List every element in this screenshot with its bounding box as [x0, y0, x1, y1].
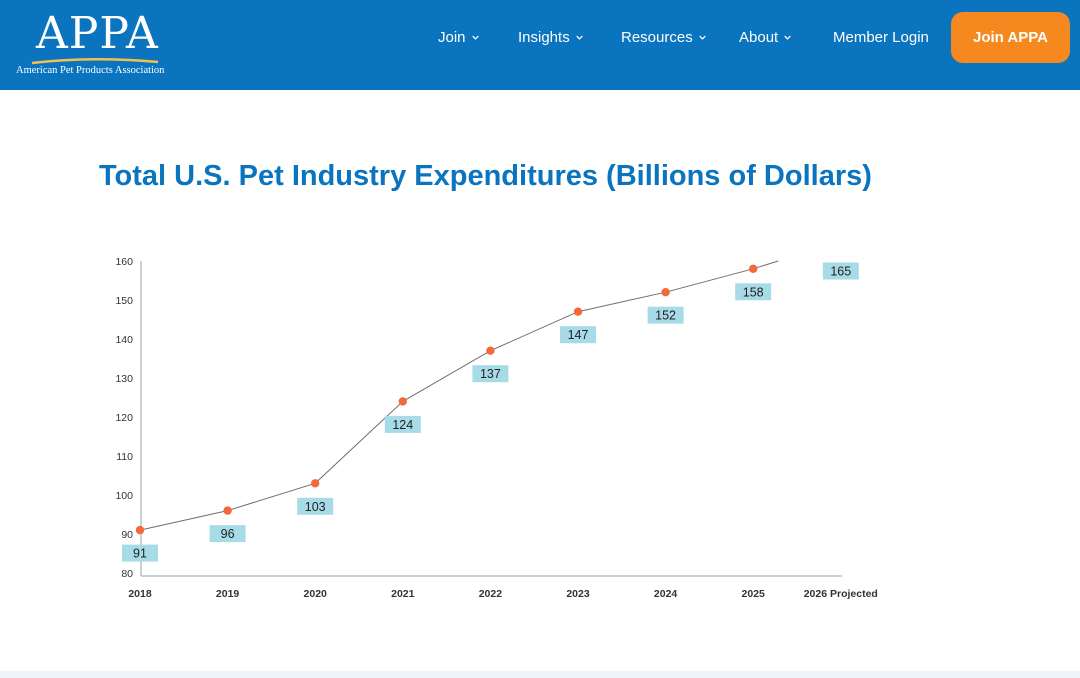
expenditures-line-chart: 80 90 100 110 120 130 140 150 160 2018 2019 2020 202… [115, 256, 878, 600]
x-tick-label: 2023 [566, 588, 590, 600]
chevron-down-icon [471, 35, 479, 40]
data-label-box [822, 262, 859, 280]
nav-insights[interactable]: Insights [518, 29, 583, 46]
nav-resources-label: Resources [621, 29, 693, 46]
data-label-box [297, 497, 334, 515]
data-label-box [122, 544, 158, 562]
data-point [661, 288, 670, 297]
y-tick-label: 90 [121, 529, 133, 541]
data-point [573, 307, 583, 316]
chevron-down-icon [784, 35, 791, 40]
logo-subtitle: American Pet Products Association [16, 65, 165, 76]
page-title: Total U.S. Pet Industry Expenditures (Bi… [99, 160, 872, 192]
logo-wordmark: APPA [36, 8, 159, 59]
data-label: 158 [743, 285, 764, 299]
y-tick-label: 150 [115, 295, 133, 307]
nav-insights-label: Insights [518, 29, 570, 46]
y-tick-label: 130 [115, 373, 133, 385]
series-line [139, 260, 779, 531]
x-tick-label: 2026 Projected [804, 588, 878, 600]
logo-swoosh-icon [31, 58, 159, 65]
nav-member-login[interactable]: Member Login [833, 29, 929, 46]
data-label-box [384, 415, 421, 433]
data-label: 103 [305, 500, 326, 514]
x-tick-label: 2024 [654, 588, 678, 600]
data-point [398, 397, 407, 406]
data-label: 124 [392, 418, 413, 432]
y-tick-label: 80 [121, 568, 133, 580]
nav-join[interactable]: Join [438, 29, 479, 46]
x-tick-label: 2022 [479, 588, 503, 600]
y-tick-label: 110 [116, 451, 133, 463]
y-tick-label: 100 [115, 490, 133, 502]
nav-about[interactable]: About [739, 29, 791, 46]
data-label-box [735, 283, 772, 301]
site-header: APPA American Pet Products Association J… [0, 0, 1080, 90]
data-label-box [647, 306, 684, 324]
appa-logo[interactable]: APPA American Pet Products Association [14, 12, 184, 78]
data-point [749, 264, 758, 273]
x-tick-label: 2018 [128, 588, 152, 600]
data-point [223, 506, 232, 515]
data-label-box [209, 525, 246, 543]
y-tick-label: 140 [115, 334, 133, 346]
data-point [311, 479, 320, 488]
nav-member-login-label: Member Login [833, 29, 929, 46]
data-label: 137 [480, 367, 501, 381]
data-label: 91 [133, 547, 147, 561]
chevron-down-icon [575, 35, 583, 40]
data-point [486, 346, 495, 355]
data-label: 165 [830, 265, 851, 279]
data-label: 147 [568, 328, 589, 342]
join-appa-button[interactable]: Join APPA [951, 12, 1070, 63]
y-tick-label: 120 [115, 412, 133, 424]
data-point [135, 525, 145, 535]
x-tick-label: 2020 [304, 588, 328, 600]
chevron-down-icon [698, 35, 706, 40]
data-label-box [560, 326, 596, 344]
data-label-box [472, 365, 509, 383]
y-tick-label: 160 [115, 256, 133, 268]
nav-join-label: Join [438, 29, 466, 46]
x-tick-label: 2019 [216, 588, 240, 600]
x-tick-label: 2025 [742, 588, 766, 600]
data-label: 96 [221, 527, 235, 541]
data-label: 152 [655, 309, 676, 323]
footer-strip [0, 671, 1080, 678]
nav-about-label: About [739, 29, 779, 46]
x-tick-label: 2021 [391, 588, 415, 600]
nav-resources[interactable]: Resources [621, 29, 706, 46]
